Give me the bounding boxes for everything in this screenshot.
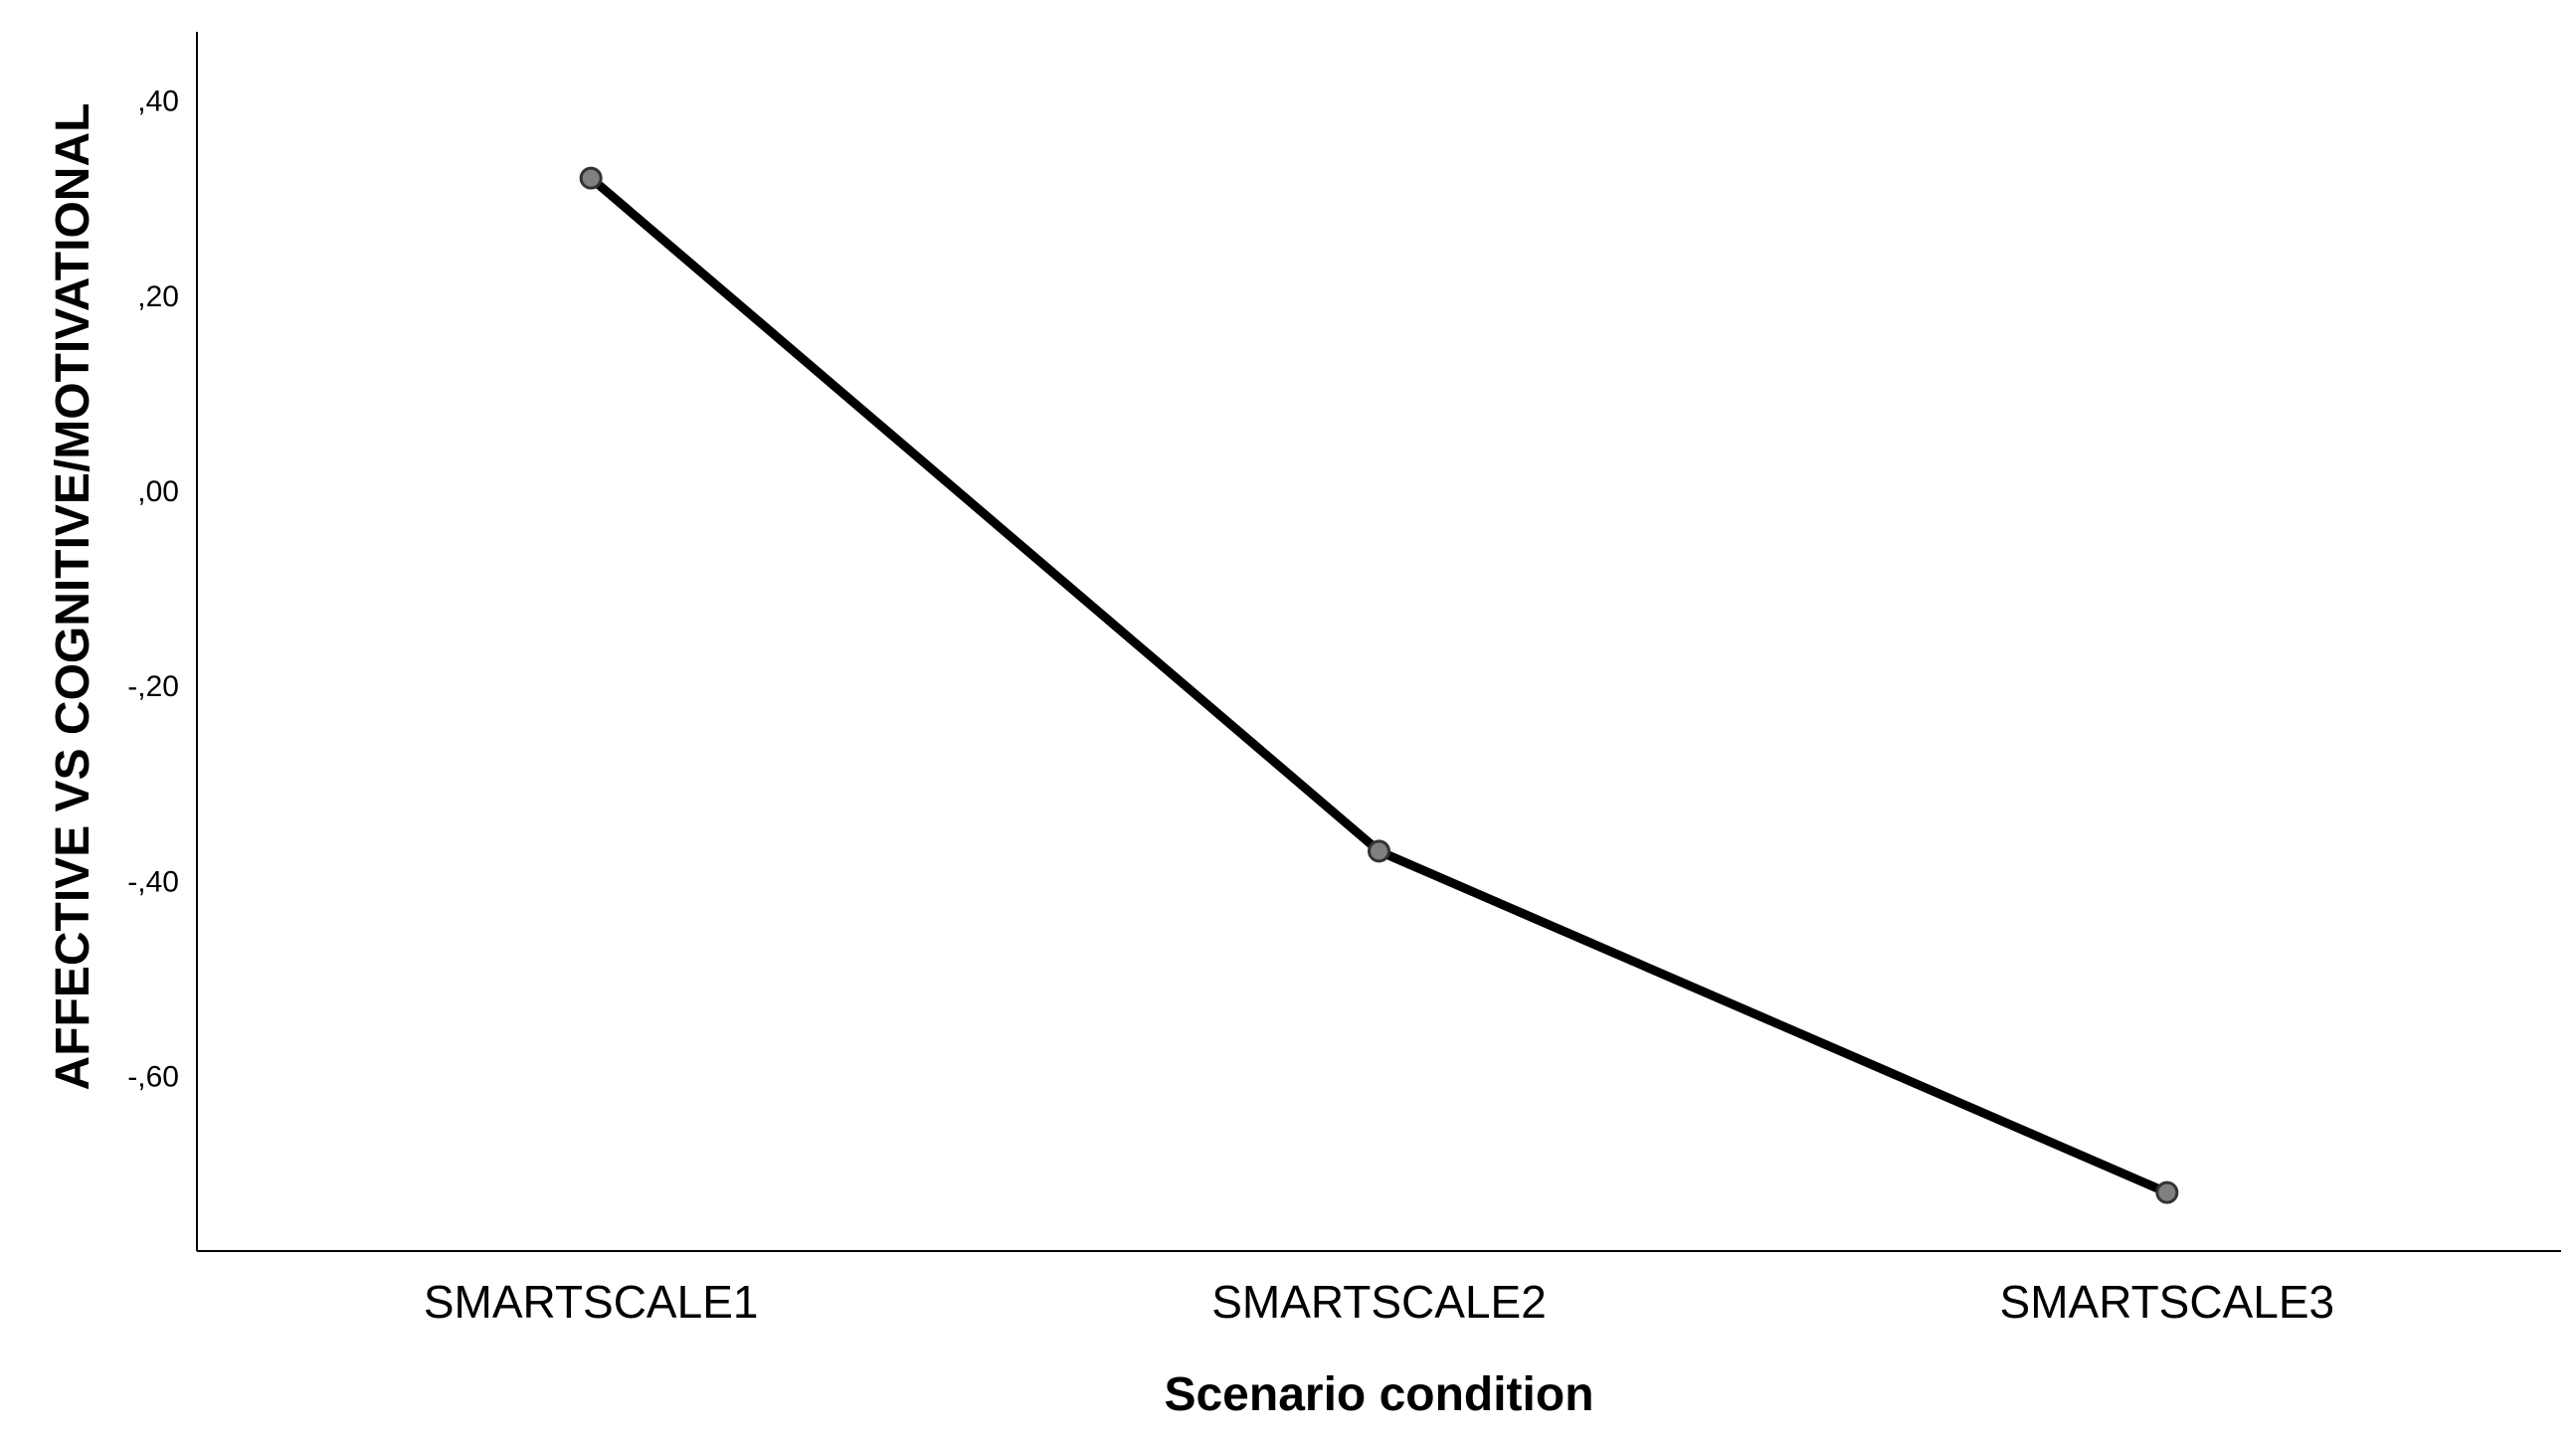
y-tick-label: ,20 — [137, 280, 179, 313]
series-line — [586, 173, 2172, 1197]
data-point — [1368, 839, 1390, 863]
series-layer — [579, 166, 2179, 1204]
x-axis-labels: SMARTSCALE1 SMARTSCALE2 SMARTSCALE3 — [424, 1276, 2334, 1328]
y-tick-label: ,00 — [137, 475, 179, 508]
x-tick-label: SMARTSCALE3 — [2000, 1276, 2335, 1328]
y-axis-ticks: ,40 ,20 ,00 -,20 -,40 -,60 — [127, 86, 179, 1094]
y-axis-title: AFFECTIVE VS COGNITIVE/MOTIVATIONAL — [47, 103, 99, 1091]
x-axis-title: Scenario condition — [1164, 1368, 1593, 1421]
x-tick-label: SMARTSCALE1 — [424, 1276, 759, 1328]
y-tick-label: -,20 — [127, 670, 179, 703]
y-tick-label: ,40 — [137, 86, 179, 118]
data-point — [2155, 1180, 2179, 1204]
y-tick-label: -,60 — [127, 1060, 179, 1093]
x-tick-label: SMARTSCALE2 — [1211, 1276, 1547, 1328]
data-point — [579, 166, 603, 190]
y-tick-label: -,40 — [127, 865, 179, 898]
